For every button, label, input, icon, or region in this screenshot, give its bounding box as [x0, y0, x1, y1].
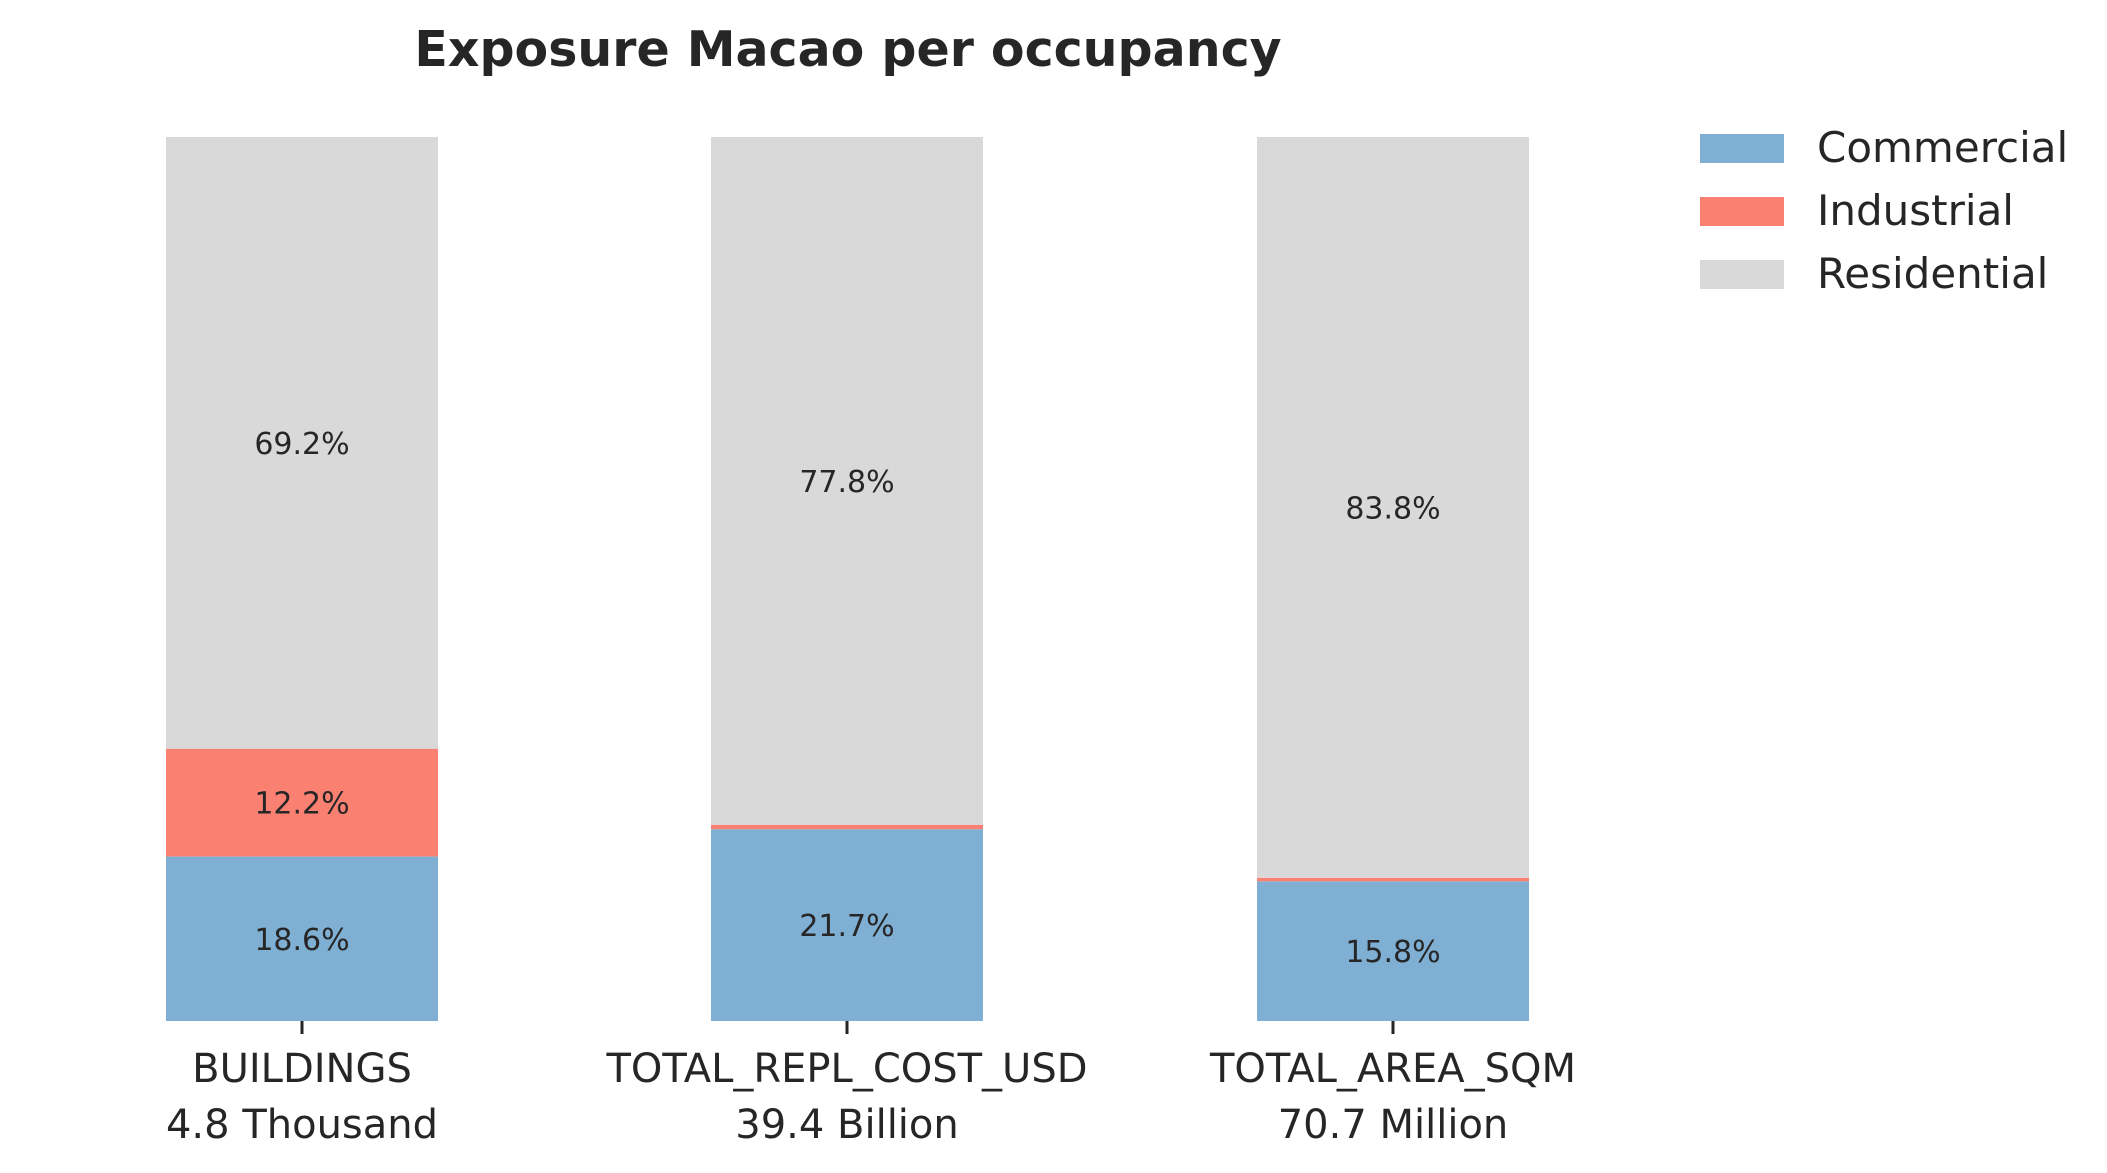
bar-industrial-total-repl-cost-usd	[711, 824, 983, 830]
data-label-residential: 77.8%	[799, 465, 894, 500]
bar-commercial-total-area-sqm	[1257, 881, 1529, 1021]
legend-label-industrial: Industrial	[1817, 186, 2014, 235]
x-tick-label: BUILDINGS	[192, 1046, 412, 1092]
bar-industrial-buildings	[166, 748, 438, 857]
x-axis: BUILDINGS 4.8 Thousand TOTAL_REPL_COST_USD…	[166, 1021, 1576, 1148]
bar-commercial-buildings	[166, 856, 438, 1021]
x-tick-total: 39.4 Billion	[735, 1102, 959, 1148]
data-label-commercial: 15.8%	[1345, 935, 1440, 970]
bar-commercial-total-repl-cost-usd	[711, 829, 983, 1021]
bars-layer	[166, 137, 1529, 1021]
x-tick-label: TOTAL_REPL_COST_USD	[605, 1046, 1087, 1092]
bar-residential-buildings	[166, 137, 438, 749]
bar-residential-total-repl-cost-usd	[711, 137, 983, 825]
data-label-residential: 69.2%	[254, 427, 349, 462]
legend: Commercial Industrial Residential	[1700, 123, 2068, 298]
legend-label-commercial: Commercial	[1817, 123, 2068, 172]
x-tick-total: 4.8 Thousand	[166, 1102, 438, 1148]
data-label-industrial: 12.2%	[254, 787, 349, 822]
data-labels-layer: 18.6% 12.2% 69.2% 21.7% 77.8% 15.8% 83.8%	[254, 427, 1440, 970]
chart-title: Exposure Macao per occupancy	[414, 21, 1281, 78]
legend-swatch-industrial	[1700, 197, 1784, 226]
data-label-residential: 83.8%	[1345, 491, 1440, 526]
data-label-commercial: 21.7%	[799, 909, 894, 944]
legend-swatch-commercial	[1700, 134, 1784, 163]
x-tick-total: 70.7 Million	[1278, 1102, 1509, 1148]
bar-residential-total-area-sqm	[1257, 137, 1529, 878]
data-label-commercial: 18.6%	[254, 923, 349, 958]
x-tick-label: TOTAL_AREA_SQM	[1209, 1046, 1576, 1092]
bar-industrial-total-area-sqm	[1257, 877, 1529, 882]
legend-swatch-residential	[1700, 260, 1784, 289]
legend-label-residential: Residential	[1817, 249, 2048, 298]
